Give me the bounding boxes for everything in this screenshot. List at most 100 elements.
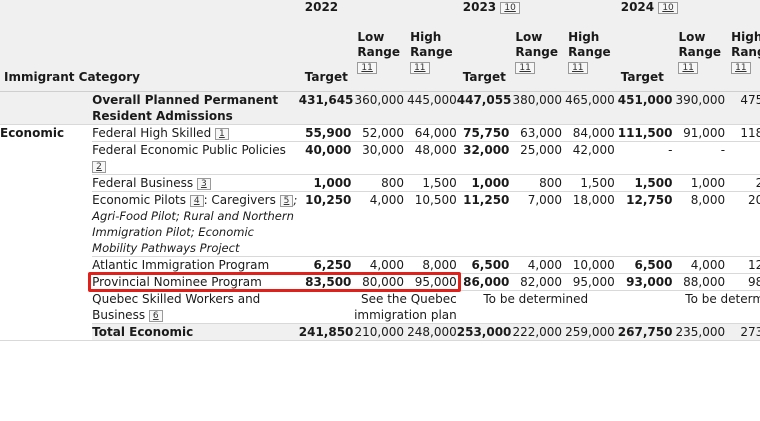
footnote-link[interactable]: 11 [678, 61, 698, 74]
target-column-header: Target [614, 24, 673, 92]
low-cell: 380,000 [509, 91, 563, 125]
footnote-link[interactable]: 3 [196, 177, 211, 190]
target-cell: 1,000 [298, 174, 352, 192]
table-row-federal-economic-public-policies: Federal Economic Public Policies 2 40,00… [0, 141, 760, 175]
high-cell: 273,000 [725, 323, 760, 341]
footnote-link[interactable]: 10 [500, 1, 520, 14]
low-range-column-header: Low Range 11 [672, 24, 726, 92]
high-cell: 248,000 [404, 323, 457, 341]
footnote-link[interactable]: 11 [357, 61, 377, 74]
low-cell: 222,000 [509, 323, 563, 341]
high-cell: 475,000 [725, 91, 760, 125]
table-row-economic-pilots: Economic Pilots 4: Caregivers 5; Agri-Fo… [0, 191, 760, 257]
target-cell: 431,645 [298, 91, 353, 125]
footnote-link[interactable]: 11 [410, 61, 430, 74]
high-cell: 465,000 [562, 91, 615, 125]
footnote-link[interactable]: 4 [189, 194, 204, 207]
target-column-header: Target [456, 24, 510, 92]
high-range-column-header: High Range 11 [562, 24, 615, 92]
high-cell: 10,500 [404, 191, 457, 257]
target-cell: 40,000 [298, 141, 352, 175]
low-cell: 360,000 [351, 91, 405, 125]
high-range-column-header: High Range 11 [404, 24, 457, 92]
low-cell: 210,000 [351, 323, 405, 341]
high-cell: 2,000 [725, 174, 760, 192]
low-cell: 80,000 [351, 273, 405, 291]
footnote-link[interactable]: 11 [731, 61, 751, 74]
row-label: Federal Economic Public Policies 2 [92, 141, 299, 175]
category-label-economic: Economic [0, 124, 93, 341]
low-cell: 235,000 [672, 323, 726, 341]
footnote-link[interactable]: 10 [658, 1, 678, 14]
low-cell: 82,000 [509, 273, 563, 291]
high-cell: 10,000 [562, 256, 615, 274]
footnote-link[interactable]: 5 [279, 194, 294, 207]
high-cell: 1,500 [404, 174, 457, 192]
target-cell: 447,055 [456, 91, 511, 125]
total-economic-row: Total Economic 241,850 210,000 248,000 2… [0, 323, 760, 341]
footnote-link[interactable]: 6 [148, 309, 163, 322]
high-cell: 118,000 [725, 124, 760, 142]
target-cell: 6,250 [298, 256, 352, 274]
quebec-2023-note: To be determined [456, 290, 615, 324]
year-header-row: 2022 2023 10 2024 10 [0, 0, 760, 24]
footnote-link[interactable]: 11 [515, 61, 535, 74]
year-header-2024: 2024 10 [614, 0, 760, 24]
low-cell: 4,000 [509, 256, 563, 274]
target-cell: 1,500 [614, 174, 673, 192]
high-cell: 20,000 [725, 191, 760, 257]
target-cell: 93,000 [614, 273, 673, 291]
year-header-2022: 2022 [298, 0, 457, 24]
row-label: Provincial Nominee Program [92, 273, 299, 291]
high-cell: 42,000 [562, 141, 615, 175]
overall-admissions-row: Overall Planned Permanent Resident Admis… [0, 91, 760, 125]
quebec-2022-note: See the Quebec immigration plan [298, 290, 457, 324]
low-cell: 1,000 [672, 174, 726, 192]
row-label: Federal High Skilled 1 [92, 124, 299, 142]
low-cell: 390,000 [672, 91, 726, 125]
target-cell: 111,500 [614, 124, 673, 142]
target-cell: 253,000 [456, 323, 512, 341]
target-cell: 83,500 [298, 273, 352, 291]
footnote-link[interactable]: 1 [215, 127, 229, 140]
year-header-2023: 2023 10 [456, 0, 615, 24]
low-cell: 30,000 [351, 141, 405, 175]
row-label: Quebec Skilled Workers and Business 6 [92, 290, 299, 324]
target-column-header: Target [298, 24, 352, 92]
low-range-column-header: Low Range 11 [509, 24, 563, 92]
high-cell: 259,000 [562, 323, 615, 341]
target-cell: 12,750 [614, 191, 673, 257]
quebec-2024-note: To be determined [614, 290, 760, 324]
table-row-federal-high-skilled: Economic Federal High Skilled 1 55,900 5… [0, 124, 760, 341]
high-cell: 98,000 [725, 273, 760, 291]
table-row-federal-business: Federal Business 3 1,000 800 1,500 1,000… [0, 174, 760, 192]
target-cell: 267,750 [614, 323, 673, 341]
low-cell: 91,000 [672, 124, 726, 142]
low-cell: - [672, 141, 726, 175]
low-cell: 25,000 [509, 141, 563, 175]
row-label: Federal Business 3 [92, 174, 299, 192]
target-cell: 32,000 [456, 141, 510, 175]
target-cell: 241,850 [298, 323, 354, 341]
high-cell: 64,000 [404, 124, 457, 142]
table-row-provincial-nominee-program: Provincial Nominee Program 83,500 80,000… [0, 273, 760, 291]
footnote-link[interactable]: 11 [568, 61, 588, 74]
high-cell: - [725, 141, 760, 175]
target-cell: 6,500 [614, 256, 673, 274]
low-cell: 4,000 [351, 256, 405, 274]
low-cell: 4,000 [672, 256, 726, 274]
footnote-link[interactable]: 2 [92, 160, 106, 173]
low-cell: 52,000 [351, 124, 405, 142]
high-cell: 18,000 [562, 191, 615, 257]
high-cell: 445,000 [404, 91, 457, 125]
target-cell: 55,900 [298, 124, 352, 142]
table-row-atlantic-immigration-program: Atlantic Immigration Program 6,250 4,000… [0, 256, 760, 274]
target-cell: 451,000 [614, 91, 673, 125]
row-label: Economic Pilots 4: Caregivers 5; Agri-Fo… [92, 191, 299, 257]
high-range-column-header: High Range 11 [725, 24, 760, 92]
low-cell: 800 [351, 174, 405, 192]
row-label: Overall Planned Permanent Resident Admis… [92, 91, 299, 125]
target-cell: 6,500 [456, 256, 510, 274]
column-header-row: Immigrant Category Target Low Range 11 H… [0, 24, 760, 92]
low-cell: 8,000 [672, 191, 726, 257]
